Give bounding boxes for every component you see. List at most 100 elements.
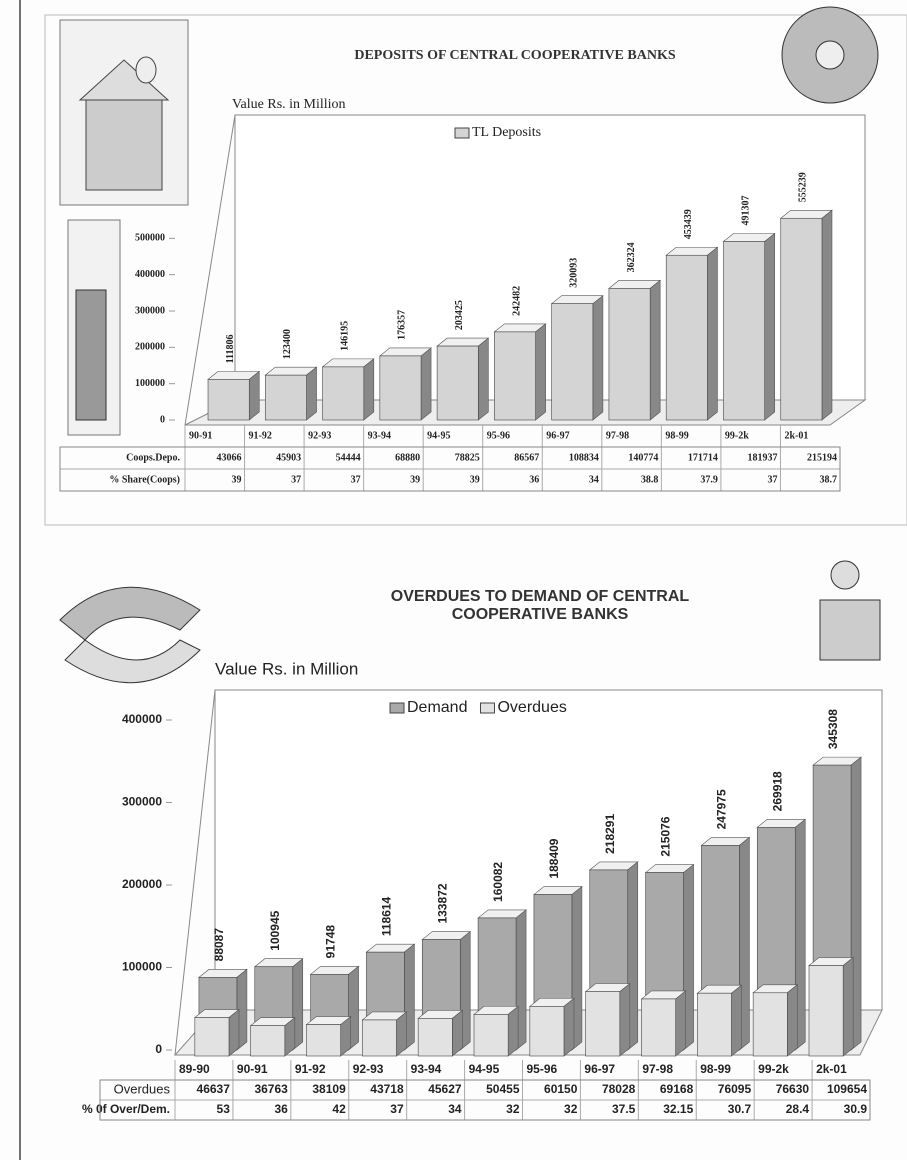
table-cell: 42 xyxy=(332,1102,346,1116)
cd-hole xyxy=(815,40,845,70)
bar xyxy=(494,331,536,421)
x-tick-label: 98-99 xyxy=(665,430,688,441)
bar xyxy=(306,1024,341,1057)
bar-side xyxy=(764,232,776,421)
x-tick-label: 91-92 xyxy=(249,430,272,441)
x-tick-label: 94-95 xyxy=(469,1062,500,1076)
x-tick-label: 95-96 xyxy=(487,430,510,441)
bar-side xyxy=(507,1005,519,1057)
bar-side xyxy=(452,1009,463,1057)
x-tick-label: 89-90 xyxy=(179,1062,210,1076)
table-cell: 60150 xyxy=(544,1082,578,1096)
x-tick-label: 97-98 xyxy=(642,1062,673,1076)
value-label: 242482 xyxy=(511,286,522,316)
bar xyxy=(585,991,621,1057)
value-label: 247975 xyxy=(715,789,729,829)
table-cell: 32 xyxy=(564,1102,578,1116)
bar-side xyxy=(787,984,798,1057)
x-tick-label: 99-2k xyxy=(758,1062,789,1076)
y-tick-label: 300000 xyxy=(135,305,165,316)
value-label: 176357 xyxy=(397,310,408,340)
bar xyxy=(379,355,422,421)
bar xyxy=(194,1017,230,1057)
table-cell: 32 xyxy=(506,1102,520,1116)
bar xyxy=(250,1025,286,1057)
table-cell: 76095 xyxy=(718,1082,752,1096)
y-tick-label: 400000 xyxy=(135,269,165,280)
value-label: 555239 xyxy=(798,172,809,202)
table-cell: 78825 xyxy=(455,452,480,463)
value-label: 188409 xyxy=(547,838,561,878)
table-cell: 37 xyxy=(390,1102,404,1116)
table-cell: 76630 xyxy=(776,1082,810,1096)
x-tick-label: 96-97 xyxy=(546,430,569,441)
value-label: 100945 xyxy=(268,910,282,950)
bar xyxy=(551,303,594,421)
bar-side xyxy=(228,1008,240,1057)
bar-side xyxy=(420,347,432,421)
arrow-icon xyxy=(64,639,201,684)
bar xyxy=(436,345,479,421)
value-label: 269918 xyxy=(770,771,784,811)
x-tick-label: 96-97 xyxy=(584,1062,615,1076)
table-frame xyxy=(59,446,841,492)
bar-side xyxy=(619,983,631,1057)
value-label: 111806 xyxy=(225,334,236,363)
value-label: 320093 xyxy=(569,258,580,288)
table-cell: 54444 xyxy=(336,452,361,463)
bar xyxy=(362,1019,397,1057)
y-tick-label: 400000 xyxy=(122,712,162,726)
table-cell: 43066 xyxy=(217,452,242,463)
bar xyxy=(697,992,732,1057)
bar-side xyxy=(306,366,317,421)
house-icon xyxy=(819,599,881,661)
y-tick-label: 500000 xyxy=(135,233,165,244)
bar-side xyxy=(731,984,742,1057)
y-tick-label: 200000 xyxy=(122,877,162,891)
x-tick-label: 90-91 xyxy=(189,430,212,441)
row-label: Coops.Depo. xyxy=(126,452,180,463)
bar xyxy=(473,1014,509,1057)
table-cell: 171714 xyxy=(688,452,718,463)
table-cell: 181937 xyxy=(747,452,777,463)
value-label: 345308 xyxy=(826,709,840,749)
x-tick-label: 94-95 xyxy=(427,430,450,441)
bar xyxy=(264,374,307,421)
bar-side xyxy=(707,246,718,421)
table-cell: 86567 xyxy=(514,452,539,463)
bar-side xyxy=(248,370,260,421)
bar-side xyxy=(396,1011,407,1057)
bar-side xyxy=(842,956,854,1057)
table-cell: 32.15 xyxy=(663,1102,693,1116)
bar xyxy=(752,992,788,1057)
value-label: 160082 xyxy=(491,862,505,902)
legend-label: Overdues xyxy=(497,699,566,716)
y-axis-label: Value Rs. in Million xyxy=(232,97,346,112)
legend-label: TL Deposits xyxy=(472,125,541,140)
chart-frame xyxy=(44,14,907,526)
value-label: 491307 xyxy=(740,195,751,225)
table-cell: 53 xyxy=(217,1102,231,1116)
x-tick-label: 99-2k xyxy=(725,430,749,441)
bar xyxy=(723,241,766,421)
table-cell: 39 xyxy=(232,474,242,485)
legend-label: Demand xyxy=(407,699,467,716)
bar xyxy=(529,1006,565,1057)
table-frame xyxy=(99,1079,871,1121)
row-label: % 0f Over/Dem. xyxy=(82,1102,170,1116)
table-cell: 30.7 xyxy=(728,1102,752,1116)
bar xyxy=(322,366,365,421)
bar-side xyxy=(535,323,546,421)
value-label: 133872 xyxy=(435,883,449,923)
y-tick-label: 200000 xyxy=(135,342,165,353)
table-cell: 39 xyxy=(470,474,480,485)
bar xyxy=(641,998,676,1057)
legend-swatch xyxy=(454,127,470,139)
table-cell: 43718 xyxy=(370,1082,404,1096)
y-tick-label: 0 xyxy=(155,1042,162,1056)
table-cell: 37 xyxy=(291,474,301,485)
table-cell: 46637 xyxy=(197,1082,231,1096)
x-tick-label: 2k-01 xyxy=(784,430,808,441)
table-cell: 108834 xyxy=(569,452,599,463)
